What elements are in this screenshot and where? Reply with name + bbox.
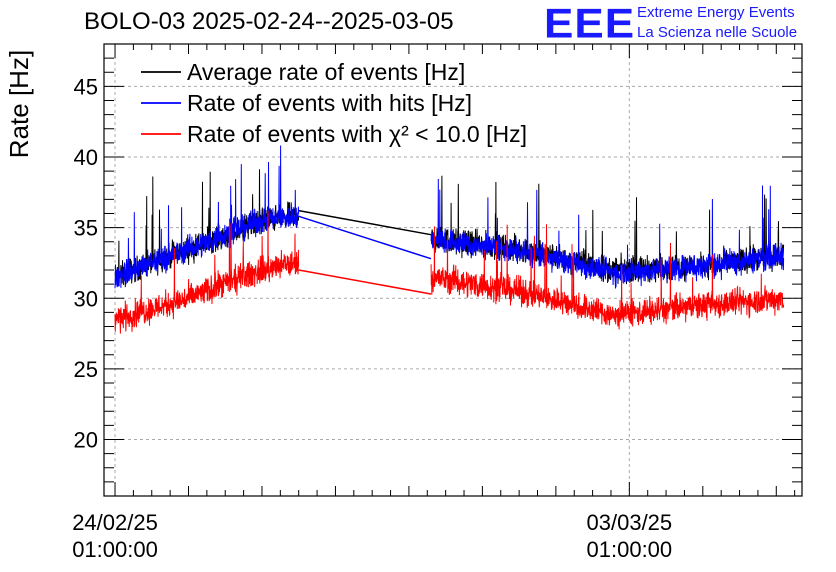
axis-ticks [104,43,802,497]
axis-labels: 20253035404524/02/2501:00:0003/03/2501:0… [4,50,672,562]
ytick-label: 30 [74,286,98,311]
logo-line-2: La Scienza nelle Scuole [637,24,798,41]
eee-logo-text: Extreme Energy Events La Scienza nelle S… [637,3,797,43]
ytick-label: 35 [74,216,98,241]
series-layer [114,145,785,334]
ytick-label: 45 [74,74,98,99]
ytick-label: 20 [74,428,98,453]
legend-label: Average rate of events [Hz] [187,59,465,85]
legend-label: Rate of events with χ² < 10.0 [Hz] [187,121,527,147]
grid-lines [104,44,802,496]
xtick-label-date: 24/02/25 [72,510,158,535]
legend: Average rate of events [Hz] Rate of event… [141,59,527,147]
ytick-label: 40 [74,145,98,170]
xtick-label-time: 01:00:00 [72,537,158,562]
series-gap-bridge [298,215,432,260]
series-3 [114,210,785,334]
page-title: BOLO-03 2025-02-24--2025-03-05 [84,8,454,35]
ytick-label: 25 [74,357,98,382]
series-trace [114,210,785,334]
legend-label: Rate of events with hits [Hz] [187,90,472,116]
xtick-label-time: 01:00:00 [587,537,673,562]
xtick-label-date: 03/03/25 [587,510,673,535]
y-axis-label: Rate [Hz] [4,50,34,158]
eee-logo: EEE [544,0,636,47]
series-gap-bridge [298,209,432,236]
series-gap-bridge [298,269,432,295]
logo-line-1: Extreme Energy Events [637,4,795,21]
